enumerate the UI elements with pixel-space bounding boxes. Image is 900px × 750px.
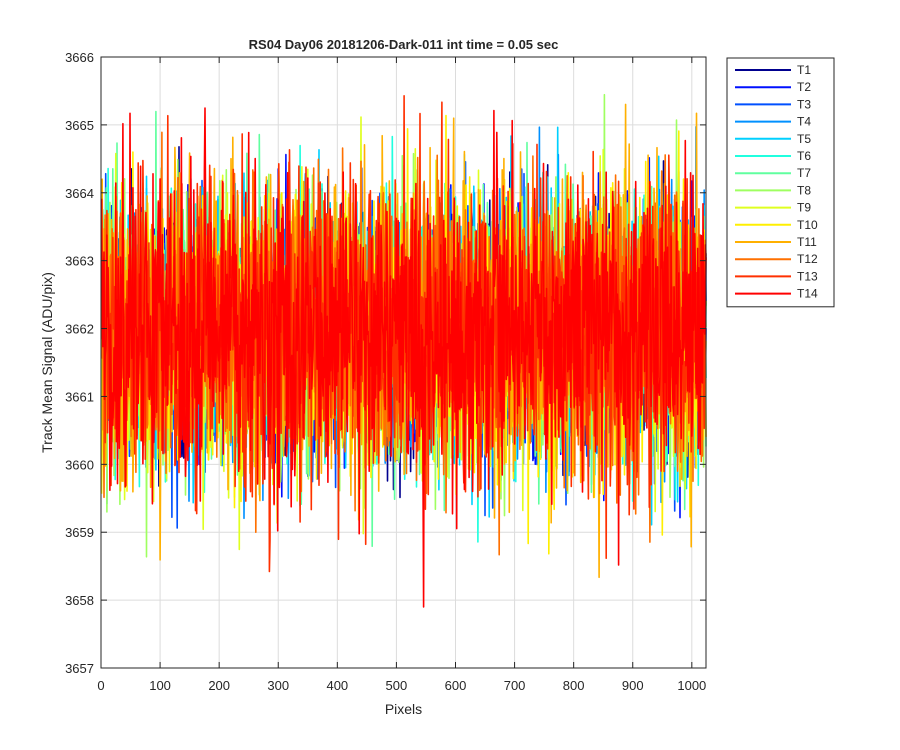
legend-box <box>726 57 835 308</box>
x-tick-label: 100 <box>149 678 171 693</box>
legend-label: T6 <box>797 149 811 163</box>
x-tick-label: 0 <box>97 678 104 693</box>
x-tick-label: 400 <box>326 678 348 693</box>
legend-label: T14 <box>797 287 818 301</box>
legend-label: T8 <box>797 183 811 197</box>
legend-label: T5 <box>797 132 811 146</box>
legend: T1 T2 T3 T4 T5 T6 T7 T8 T9 T10 T11 T12 T13 T14 <box>726 57 835 308</box>
ticks <box>100 56 706 669</box>
legend-label: T11 <box>797 235 817 249</box>
x-tick-label: 500 <box>386 678 408 693</box>
axes-box <box>100 56 707 669</box>
x-tick-label: 1000 <box>677 678 706 693</box>
x-axis-label: Pixels <box>385 701 422 717</box>
y-tick-label: 3657 <box>65 661 94 676</box>
y-tick-label: 3663 <box>65 254 94 269</box>
legend-label: T9 <box>797 201 811 215</box>
x-tick-label: 200 <box>208 678 230 693</box>
x-tick-label: 600 <box>445 678 467 693</box>
y-tick-label: 3658 <box>65 593 94 608</box>
legend-label: T1 <box>797 63 811 77</box>
x-tick-label: 800 <box>563 678 585 693</box>
x-tick-label: 700 <box>504 678 526 693</box>
legend-label: T7 <box>797 166 811 180</box>
legend-label: T10 <box>797 218 818 232</box>
tick-labels: 0 100 200 300 400 500 600 700 800 900 1000 3657 3658… <box>65 50 706 693</box>
legend-label: T2 <box>797 80 811 94</box>
y-tick-label: 3659 <box>65 525 94 540</box>
y-tick-label: 3662 <box>65 322 94 337</box>
y-tick-label: 3666 <box>65 50 94 65</box>
legend-label: T3 <box>797 97 811 111</box>
legend-label: T12 <box>797 252 818 266</box>
y-tick-label: 3660 <box>65 457 94 472</box>
x-tick-label: 900 <box>622 678 644 693</box>
legend-label: T13 <box>797 269 818 283</box>
chart-title: RS04 Day06 20181206-Dark-011 int time = … <box>249 37 559 52</box>
series-layer <box>100 93 707 608</box>
series-line-t14 <box>100 107 707 608</box>
y-axis-label: Track Mean Signal (ADU/pix) <box>39 272 55 453</box>
legend-label: T4 <box>797 115 811 129</box>
y-tick-label: 3665 <box>65 118 94 133</box>
x-tick-label: 300 <box>267 678 289 693</box>
y-tick-label: 3661 <box>65 389 94 404</box>
y-tick-label: 3664 <box>65 186 94 201</box>
